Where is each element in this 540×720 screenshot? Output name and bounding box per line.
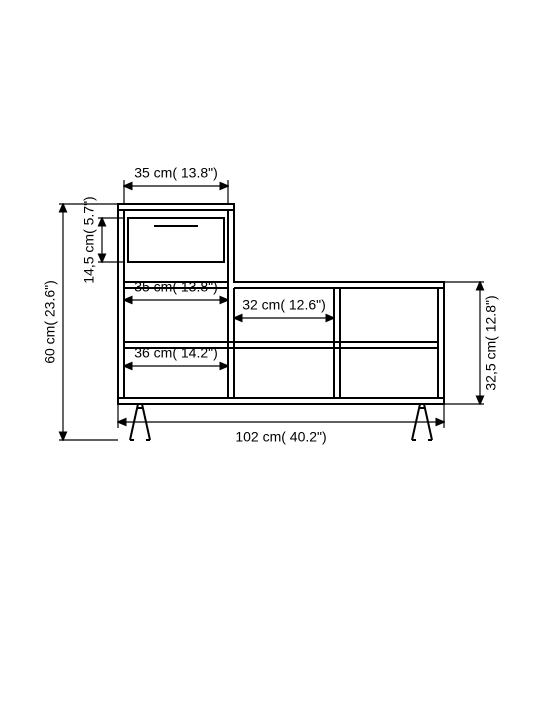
dim-left-60: 60 cm( 23.6") (42, 204, 63, 440)
dim-36-label: 36 cm( 14.2") (134, 345, 218, 361)
dim-mid-32-label: 32 cm( 12.6") (242, 297, 326, 313)
dim-mid-35: 35 cm( 13.8") (124, 279, 228, 300)
drawer-front (128, 218, 224, 262)
dim-mid-32: 32 cm( 12.6") (234, 297, 334, 318)
dim-bottom-102-label: 102 cm( 40.2") (235, 429, 326, 445)
dim-bottom-102: 102 cm( 40.2") (118, 422, 444, 445)
dim-h145-label: 14,5 cm( 5.7") (81, 196, 97, 283)
dim-right-325: 32,5 cm( 12.8") (480, 282, 499, 404)
dim-h145: 14,5 cm( 5.7") (81, 196, 102, 283)
dim-36: 36 cm( 14.2") (124, 345, 228, 366)
dim-right-325-label: 32,5 cm( 12.8") (483, 295, 499, 390)
dim-top-35-label: 35 cm( 13.8") (134, 165, 218, 181)
dim-top-35: 35 cm( 13.8") (124, 165, 228, 186)
dim-left-60-label: 60 cm( 23.6") (42, 280, 58, 364)
furniture (118, 204, 444, 440)
dim-mid-35-label: 35 cm( 13.8") (134, 279, 218, 295)
